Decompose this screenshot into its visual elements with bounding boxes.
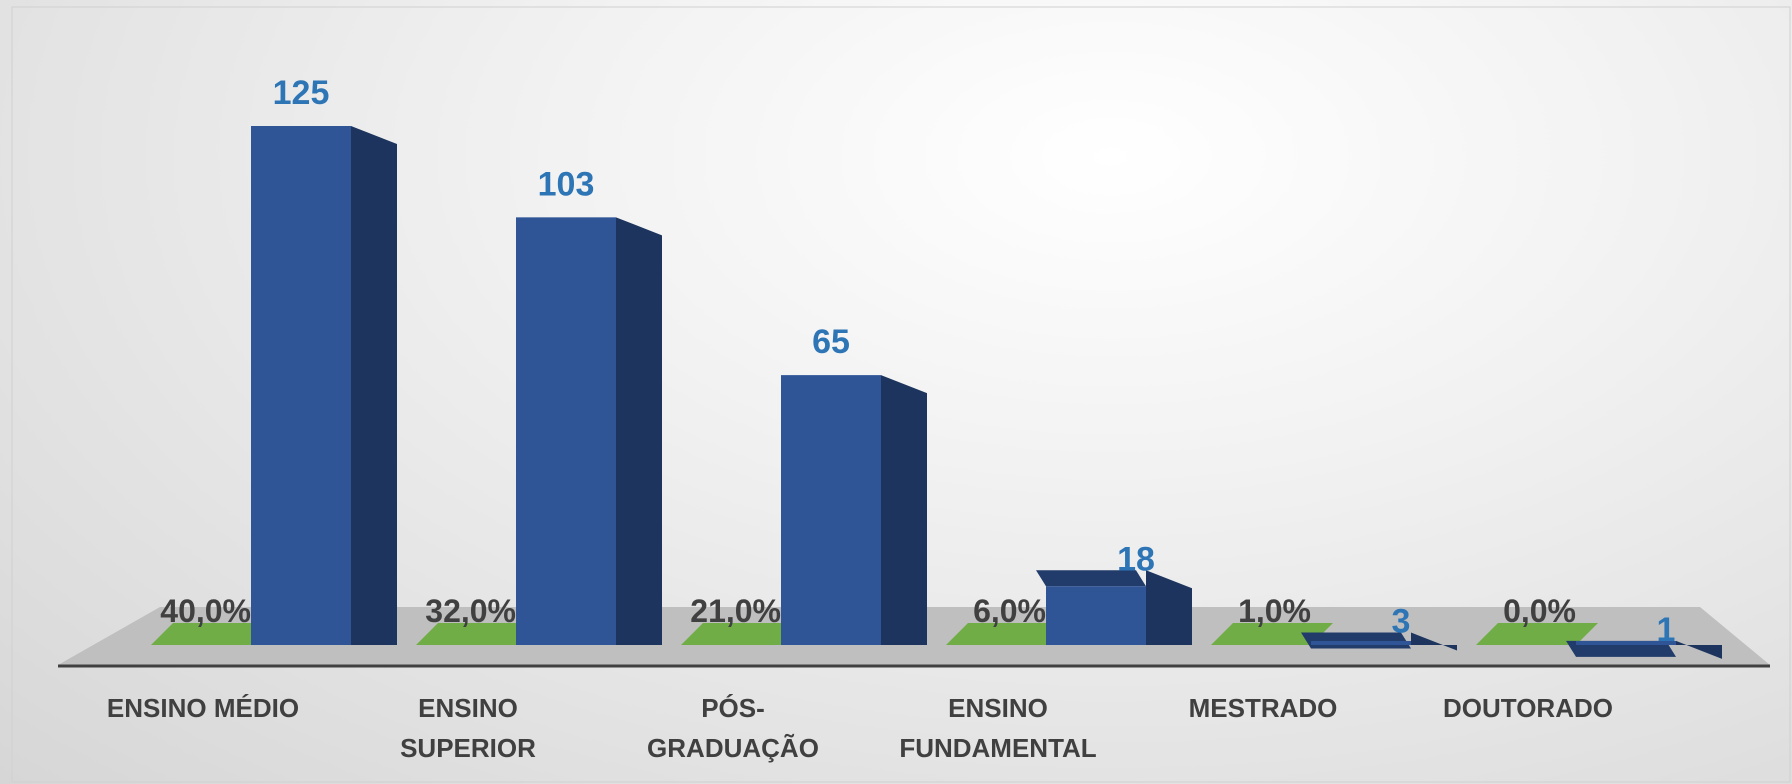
bar — [1046, 586, 1146, 645]
bar — [1576, 641, 1676, 645]
percent-bar — [946, 623, 1068, 645]
bar — [251, 126, 351, 645]
value-label: 65 — [812, 323, 850, 361]
value-label: 1 — [1657, 611, 1676, 649]
bar — [1311, 641, 1411, 645]
bar-side — [1676, 640, 1722, 659]
x-tick-label: PÓS-GRADUAÇÃO — [647, 693, 819, 763]
x-tick-label: ENSINO FUNDAMENTAL — [899, 693, 1097, 763]
percent-bar — [416, 623, 538, 645]
value-label: 3 — [1392, 603, 1411, 641]
bar-side — [351, 126, 397, 645]
bar — [781, 375, 881, 645]
percent-label: 40,0% — [160, 593, 251, 629]
percent-bar — [151, 623, 273, 645]
value-label: 103 — [538, 165, 595, 203]
bar-side — [881, 375, 927, 645]
percent-label: 0,0% — [1503, 593, 1576, 629]
x-tick-label: DOUTORADO — [1443, 693, 1613, 723]
percent-label: 6,0% — [973, 593, 1046, 629]
bar-side — [1146, 570, 1192, 645]
x-tick-label: ENSINO SUPERIOR — [400, 693, 536, 763]
percent-label: 32,0% — [425, 593, 516, 629]
bar-top-face — [1036, 570, 1146, 587]
percent-bar — [1211, 623, 1333, 645]
value-label: 18 — [1117, 540, 1155, 578]
frame — [11, 6, 1791, 783]
percent-label: 1,0% — [1238, 593, 1311, 629]
percent-label: 21,0% — [690, 593, 781, 629]
percent-bar — [1476, 623, 1598, 645]
percent-bar — [681, 623, 803, 645]
value-label: 125 — [273, 74, 330, 112]
bar — [516, 217, 616, 645]
bar-side — [616, 217, 662, 645]
bar-side — [1411, 632, 1457, 651]
x-tick-label: ENSINO MÉDIO — [106, 693, 300, 723]
x-tick-label: MESTRADO — [1188, 693, 1338, 723]
